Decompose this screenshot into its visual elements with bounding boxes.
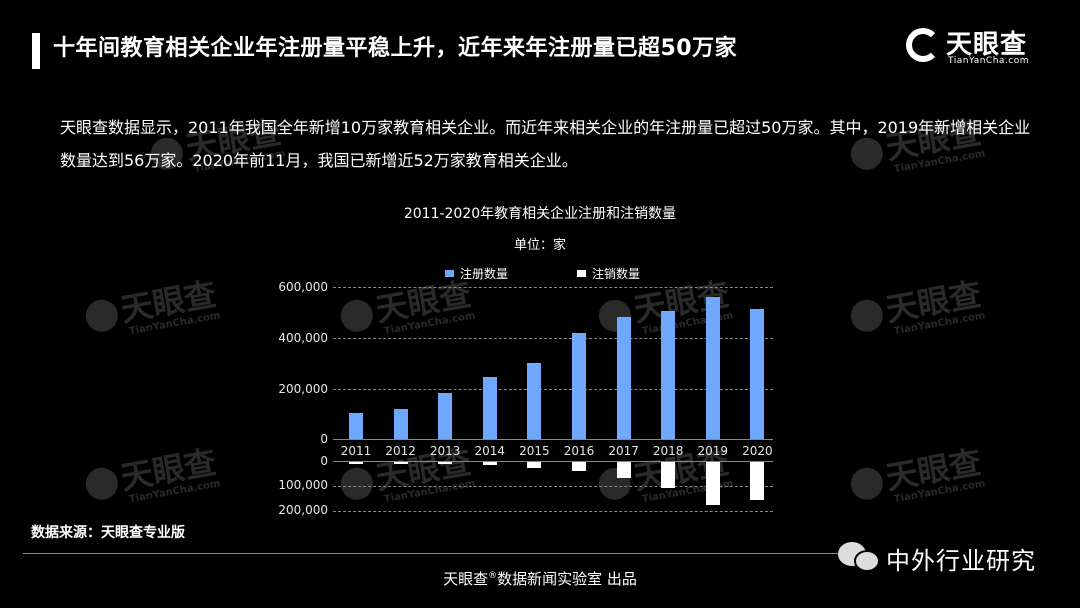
bar-cancelled-2017 (616, 462, 631, 478)
gridline (333, 389, 773, 390)
bar-cancelled-2013 (438, 462, 453, 464)
gridline (333, 287, 773, 288)
x-tick-label: 2017 (608, 444, 639, 458)
bar-cancelled-2011 (349, 462, 363, 464)
bar-registered-2017 (616, 316, 631, 439)
tianyancha-logo: 天眼查 TianYanCha.com (906, 26, 1046, 70)
footer-credit: 天眼查®数据新闻实验室 出品 (443, 570, 637, 588)
logo-subtext: TianYanCha.com (948, 56, 1030, 66)
y-tick-label: 200,000 (278, 382, 328, 396)
chart-unit: 单位：家 (513, 238, 566, 253)
bar-registered-2012 (393, 408, 408, 439)
x-tick-label: 2016 (563, 444, 595, 458)
title-accent-bar (32, 33, 40, 69)
x-axis-upper (333, 439, 773, 440)
x-tick-label: 2014 (474, 444, 506, 458)
bar-registered-2020 (750, 308, 765, 439)
x-tick-label: 2011 (340, 444, 372, 458)
bar-registered-2018 (661, 310, 676, 439)
y-tick-label-lower: 200,000 (278, 503, 328, 517)
x-tick-label: 2019 (697, 444, 729, 458)
wechat-account-name: 中外行业研究 (886, 546, 1036, 575)
legend-item-registered: 注册数量 (445, 265, 508, 282)
bar-registered-2013 (438, 392, 453, 439)
gridline (333, 338, 773, 339)
bar-cancelled-2012 (393, 462, 408, 464)
logo-text: 天眼查 (946, 30, 1028, 60)
bar-registered-2019 (705, 296, 720, 439)
y-tick-label: 0 (320, 432, 328, 446)
x-tick-label: 2015 (519, 444, 550, 458)
data-source: 数据来源：天眼查专业版 (31, 525, 185, 541)
chart-legend: 注册数量 注销数量 (445, 265, 745, 281)
wechat-icon (838, 540, 884, 576)
y-tick-label: 600,000 (278, 280, 328, 294)
x-axis-lower (333, 461, 773, 462)
bar-cancelled-2019 (705, 462, 720, 505)
page-title: 十年间教育相关企业年注册量平稳上升，近年来年注册量已超50万家 (53, 36, 738, 61)
x-tick-label: 2012 (385, 444, 416, 458)
legend-swatch-cancelled (577, 270, 586, 277)
chart-title: 2011-2020年教育相关企业注册和注销数量 (403, 206, 677, 222)
bar-cancelled-2014 (482, 462, 497, 465)
bar-registered-2011 (349, 412, 363, 439)
gridline (333, 486, 773, 487)
logo-mark-icon (906, 28, 940, 62)
summary-paragraph: 天眼查数据显示，2011年我国全年新增10万家教育相关企业。而近年来相关企业的年… (60, 118, 1031, 170)
y-tick-label-lower: 100,000 (278, 478, 328, 492)
bar-registered-2015 (527, 363, 542, 439)
bar-registered-2014 (482, 376, 497, 439)
y-tick-label-lower: 0 (320, 454, 328, 468)
wechat-account: 中外行业研究 (838, 540, 1044, 576)
y-tick-label: 400,000 (278, 331, 328, 345)
footer-divider (23, 553, 1043, 554)
bar-cancelled-2018 (661, 462, 676, 488)
legend-swatch-registered (445, 270, 454, 277)
bar-cancelled-2015 (527, 462, 542, 468)
bar-cancelled-2020 (750, 462, 765, 500)
bar-registered-2016 (572, 332, 586, 439)
legend-item-cancelled: 注销数量 (577, 265, 640, 282)
bar-cancelled-2016 (572, 462, 586, 471)
x-tick-label: 2013 (429, 444, 461, 458)
gridline (333, 511, 773, 512)
x-tick-label: 2018 (652, 444, 684, 458)
x-tick-label: 2020 (742, 444, 773, 458)
